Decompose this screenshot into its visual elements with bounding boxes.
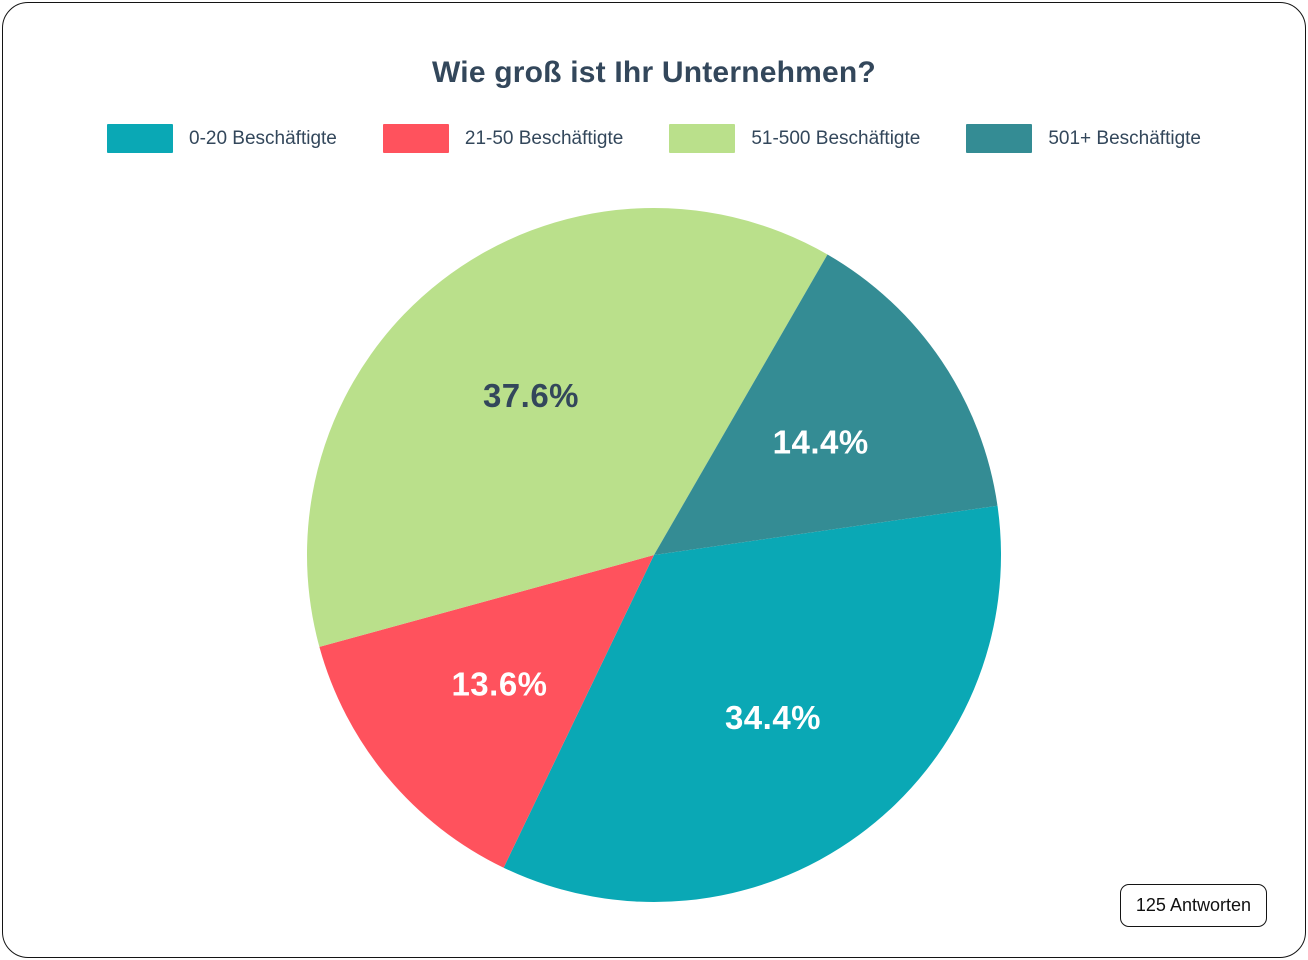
slice-label-2: 37.6% <box>483 377 579 414</box>
legend-item-51-500[interactable]: 51-500 Beschäftigte <box>669 124 920 153</box>
pie-slice-0[interactable] <box>503 505 1002 903</box>
legend-label: 0-20 Beschäftigte <box>189 127 337 149</box>
legend-label: 51-500 Beschäftigte <box>751 127 921 149</box>
pie-slice-1[interactable] <box>319 555 654 868</box>
legend-swatch-icon <box>382 124 449 153</box>
pie-slice-3[interactable] <box>654 254 998 556</box>
legend-swatch-icon <box>669 124 736 153</box>
legend-label: 501+ Beschäftigte <box>1048 127 1201 149</box>
slice-label-0: 34.4% <box>725 699 821 736</box>
legend-item-501-plus[interactable]: 501+ Beschäftigte <box>966 124 1201 153</box>
slice-label-1: 13.6% <box>451 665 547 702</box>
chart-title: Wie groß ist Ihr Unternehmen? <box>432 56 876 89</box>
legend-item-21-50[interactable]: 21-50 Beschäftigte <box>382 124 624 153</box>
legend-swatch-icon <box>966 124 1033 153</box>
pie-slice-2[interactable] <box>306 207 828 647</box>
legend-swatch-icon <box>107 124 173 153</box>
slice-label-3: 14.4% <box>773 424 869 461</box>
responses-badge[interactable]: 125 Antworten <box>1119 884 1267 927</box>
legend: 0-20 Beschäftigte 21-50 Beschäftigte 51-… <box>0 124 1308 153</box>
legend-label: 21-50 Beschäftigte <box>464 127 624 149</box>
legend-item-0-20[interactable]: 0-20 Beschäftigte <box>107 124 337 153</box>
